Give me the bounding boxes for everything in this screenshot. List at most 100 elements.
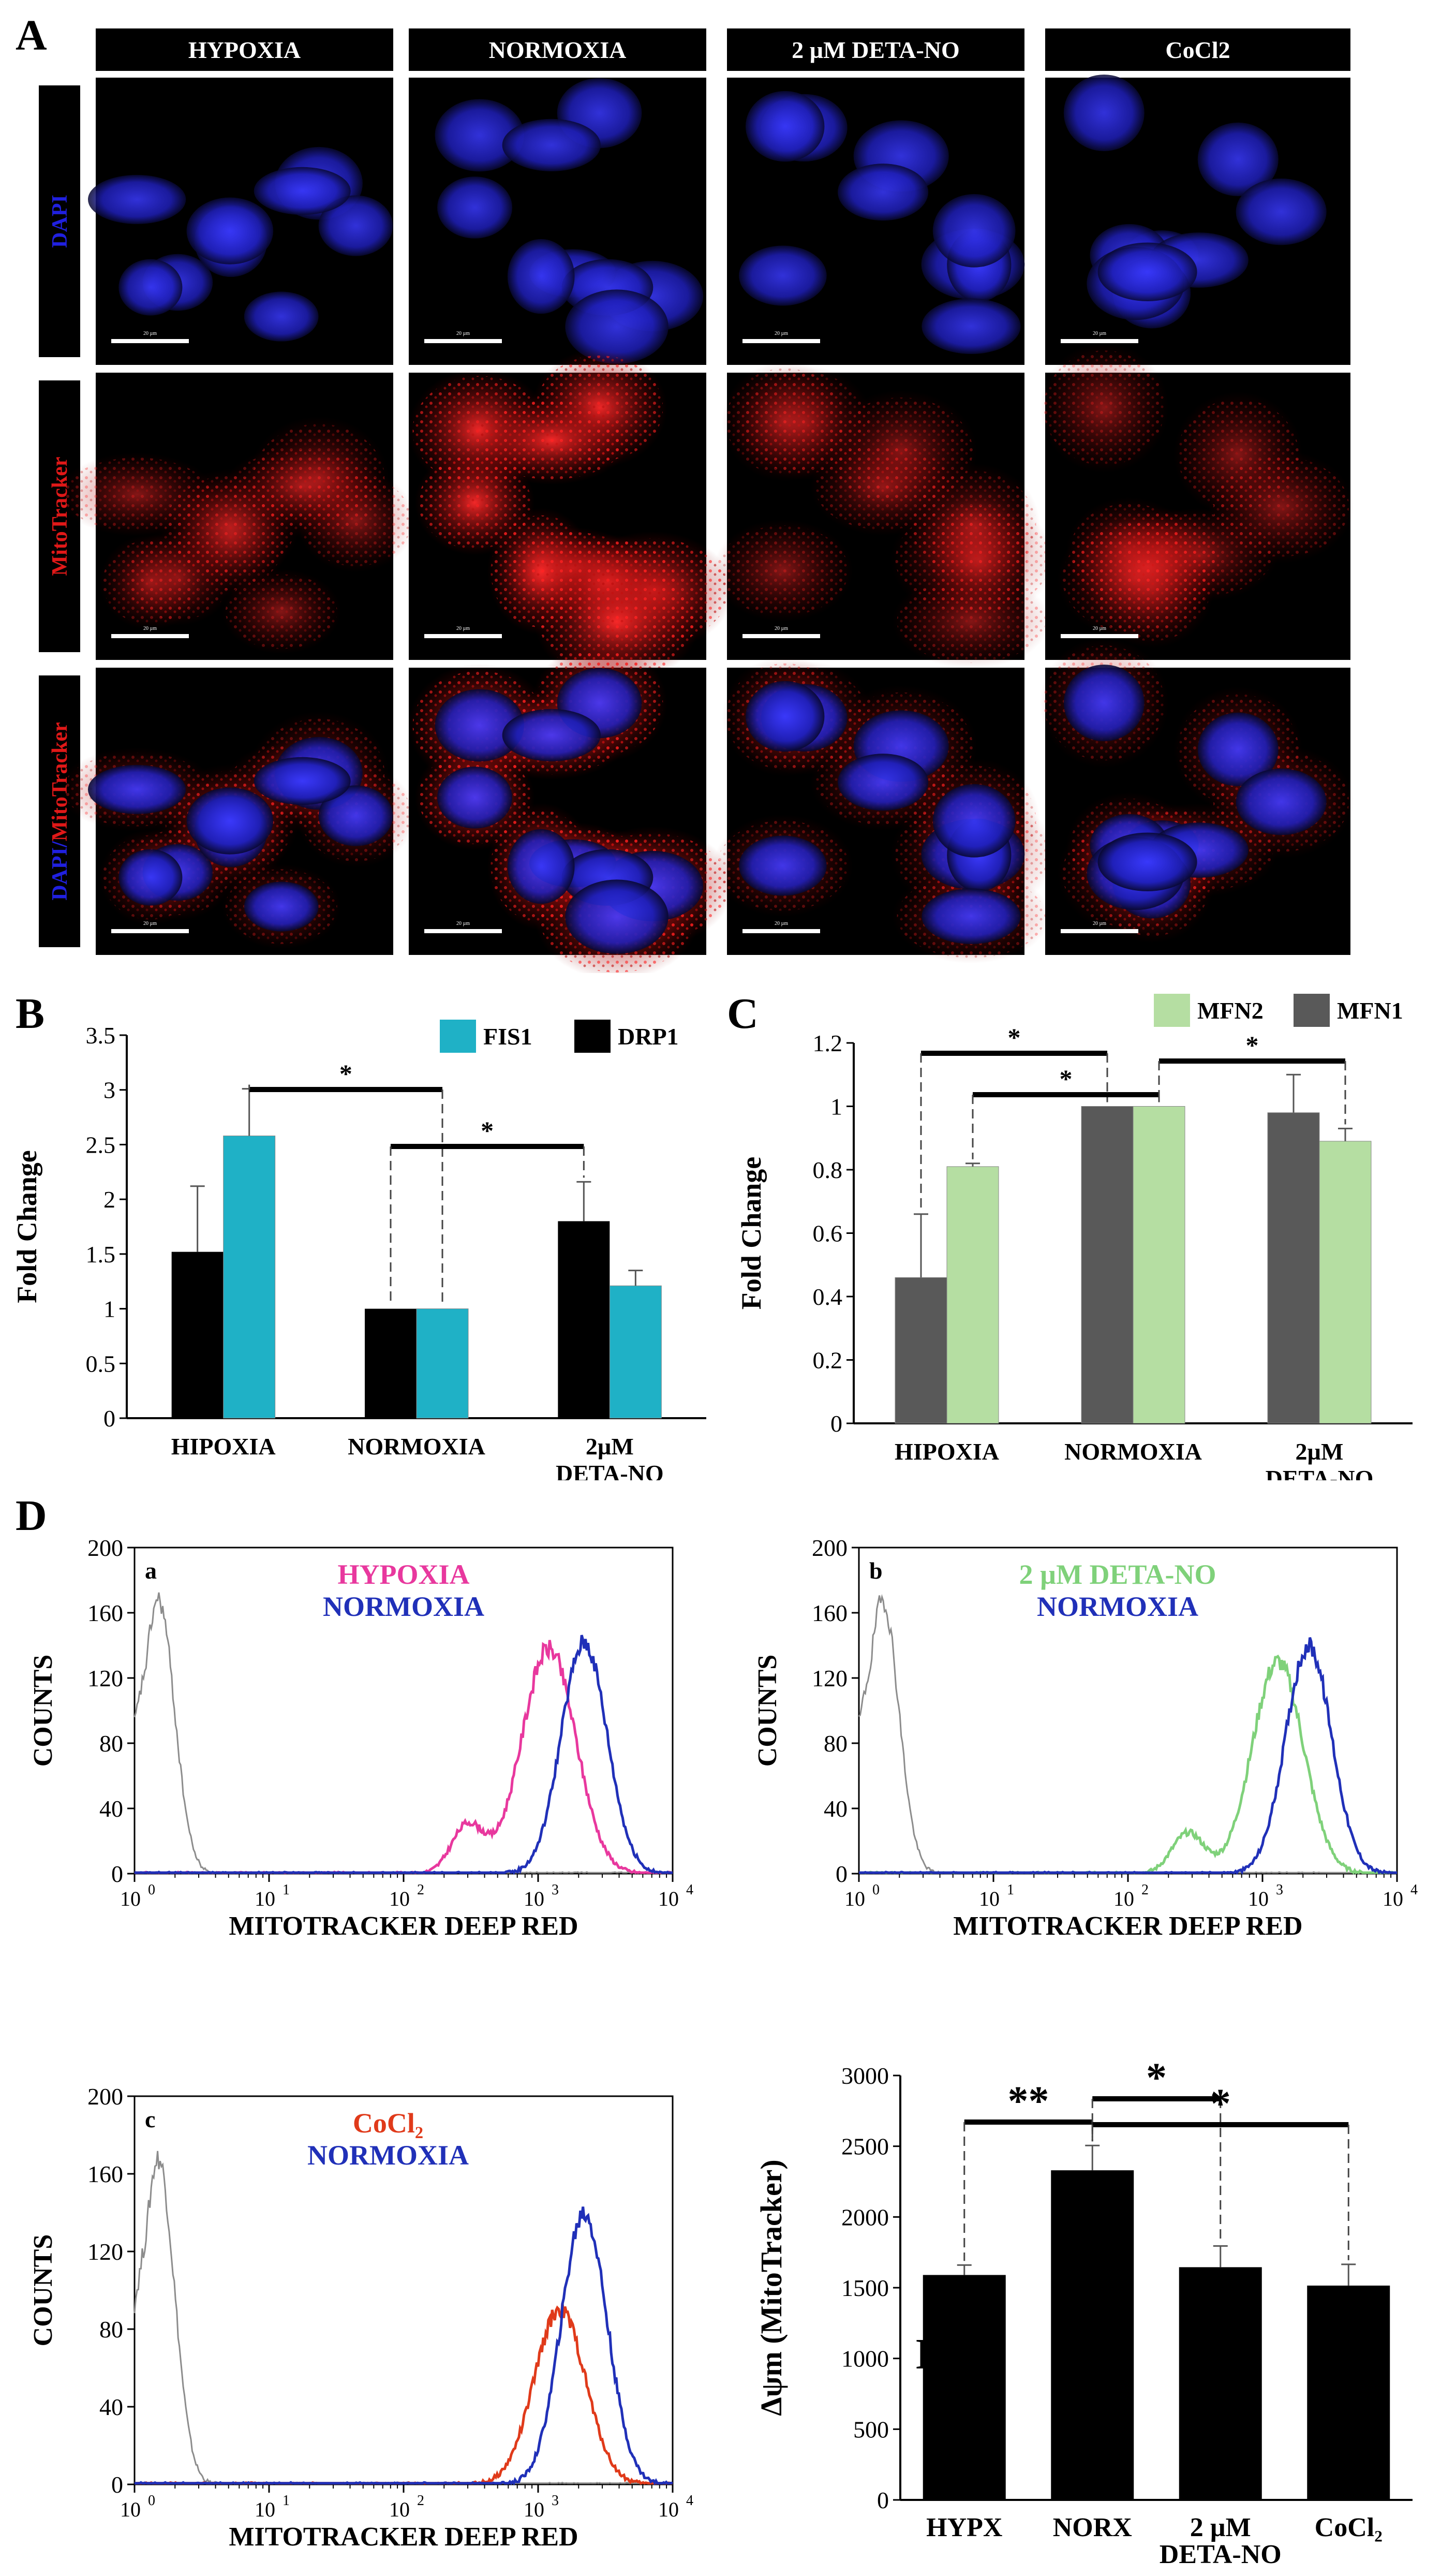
- y-tick-label: 80: [99, 1730, 123, 1757]
- significance-label: *: [1246, 1031, 1259, 1059]
- scale-bar: [742, 634, 820, 638]
- y-tick-label: 1.5: [86, 1241, 116, 1268]
- x-axis-label: MITOTRACKER DEEP RED: [229, 2522, 578, 2552]
- nucleus: [437, 176, 513, 239]
- x-tick-label: 10: [255, 1887, 275, 1910]
- scale-bar: [111, 634, 189, 638]
- x-category-label: DETA-NO: [556, 1460, 664, 1480]
- legend-label: FIS1: [483, 1023, 532, 1050]
- x-tick-exponent: 0: [148, 1882, 155, 1898]
- x-tick-label: 10: [658, 2498, 679, 2521]
- nucleus: [437, 767, 513, 829]
- scale-bar-label: 20 µm: [1093, 921, 1106, 926]
- x-category-label: DETA-NO: [1160, 2540, 1282, 2569]
- mitochondria-puncta: [478, 401, 626, 480]
- scale-bar-label: 20 µm: [775, 626, 788, 631]
- panel-letter-a: A: [16, 11, 47, 60]
- micrograph-tile: 20 µm: [712, 656, 1056, 964]
- y-tick-label: 3.5: [86, 1022, 116, 1049]
- nucleus: [118, 849, 183, 906]
- column-header-label: NORMOXIA: [489, 37, 627, 63]
- x-tick-exponent: 1: [283, 2493, 290, 2509]
- x-category-label: 2 µM: [1190, 2513, 1251, 2542]
- bar: [895, 1277, 947, 1424]
- scale-bar: [424, 634, 502, 638]
- legend-swatch: [574, 1020, 611, 1053]
- x-category-label: NORMOXIA: [1064, 1438, 1202, 1465]
- legend-label: DRP1: [618, 1023, 679, 1050]
- column-header-box: [727, 28, 1024, 71]
- scale-bar: [1061, 634, 1138, 638]
- x-tick-label: 10: [658, 1887, 679, 1910]
- bar: [609, 1285, 662, 1419]
- scale-bar: [742, 339, 820, 343]
- x-tick-label: 10: [120, 2498, 141, 2521]
- scale-bar: [1061, 929, 1138, 933]
- scale-bar-label: 20 µm: [143, 921, 157, 926]
- nucleus: [502, 709, 601, 761]
- nucleus: [565, 879, 668, 954]
- nucleus: [739, 835, 827, 896]
- scale-bar-label: 20 µm: [1093, 331, 1106, 336]
- y-tick-label: 0.2: [813, 1347, 843, 1374]
- mitochondria-puncta: [418, 456, 531, 549]
- bar: [416, 1308, 469, 1419]
- nucleus: [1236, 768, 1327, 835]
- nucleus: [318, 195, 393, 256]
- scale-bar-label: 20 µm: [1093, 626, 1106, 631]
- legend-label: MFN1: [1337, 997, 1403, 1024]
- column-header-box: [96, 28, 393, 71]
- nucleus: [507, 829, 575, 904]
- y-tick-label: 2: [103, 1186, 115, 1213]
- y-tick-label: 1000: [841, 2346, 889, 2372]
- y-axis-label: Fold Change: [11, 1150, 42, 1303]
- nucleus: [502, 119, 601, 171]
- x-tick-exponent: 3: [552, 2493, 559, 2509]
- bar: [1179, 2267, 1262, 2500]
- nucleus: [745, 91, 825, 162]
- scale-bar-label: 20 µm: [456, 626, 470, 631]
- y-tick-label: 40: [824, 1795, 848, 1822]
- column-header-box: [409, 28, 706, 71]
- legend-label: NORMOXIA: [307, 2140, 469, 2171]
- x-tick-exponent: 3: [1276, 1882, 1283, 1898]
- sub-panel-label: b: [869, 1557, 883, 1584]
- significance-label: *: [1146, 2055, 1167, 2101]
- nucleus: [254, 167, 351, 215]
- nucleus: [838, 164, 929, 221]
- nucleus: [745, 681, 825, 752]
- mitochondria-puncta: [912, 470, 1036, 581]
- panel-letter-c: C: [727, 990, 759, 1038]
- panel-a-microscopy-grid: HYPOXIA NORMOXIA 2 µM DETA-NO CoCl2 DAPIMit…: [39, 28, 1354, 973]
- x-tick-label: 10: [524, 1887, 544, 1910]
- bar: [923, 2275, 1006, 2500]
- bar: [1081, 1106, 1134, 1424]
- y-tick-label: 1: [830, 1094, 842, 1120]
- micrograph-tile: 20 µm: [408, 643, 734, 973]
- row-label-part: DAPI/: [48, 841, 72, 901]
- sub-panel-label: a: [145, 1557, 157, 1584]
- legend-label: 2 µM DETA-NO: [1019, 1559, 1216, 1590]
- legend-label: MFN2: [1197, 997, 1264, 1024]
- y-tick-label: 2.5: [86, 1131, 116, 1158]
- mitochondria-puncta: [897, 579, 1046, 663]
- micrograph-tile: 20 µm: [1039, 343, 1354, 660]
- scale-bar-label: 20 µm: [143, 331, 157, 336]
- histogram-curve: [133, 1592, 673, 1874]
- bar: [1051, 2170, 1134, 2500]
- mitochondria-puncta: [717, 525, 849, 616]
- mitochondria-puncta: [229, 450, 375, 522]
- y-tick-label: 3: [103, 1077, 115, 1103]
- scale-bar: [1061, 339, 1138, 343]
- histogram-curve: [859, 1637, 1397, 1875]
- nucleus: [1063, 75, 1145, 152]
- x-tick-exponent: 4: [1410, 1882, 1418, 1898]
- bar: [1307, 2285, 1390, 2500]
- x-tick-label: 10: [389, 1887, 410, 1910]
- x-tick-exponent: 0: [872, 1882, 880, 1898]
- x-tick-label: 10: [255, 2498, 275, 2521]
- x-tick-exponent: 4: [686, 1882, 693, 1898]
- nucleus: [932, 784, 1016, 858]
